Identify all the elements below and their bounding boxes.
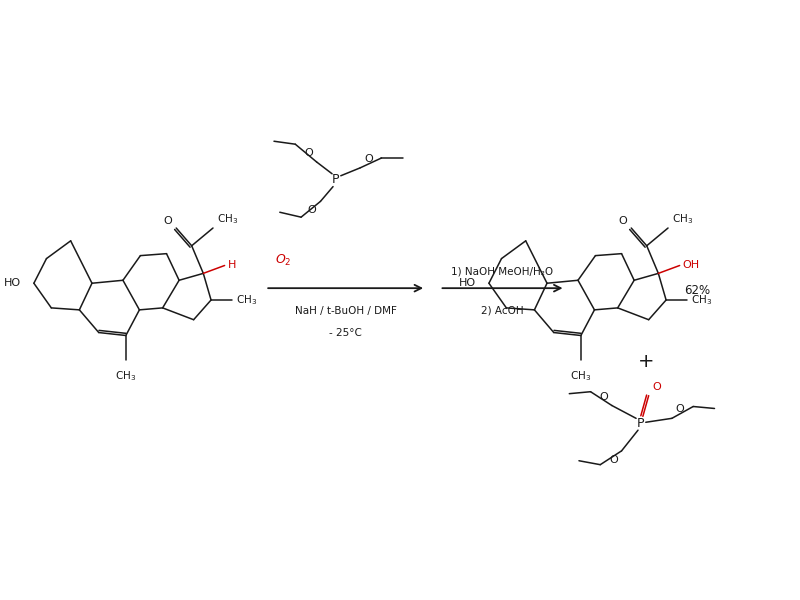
Text: O: O — [609, 455, 618, 465]
Text: CH$_3$: CH$_3$ — [115, 369, 137, 383]
Text: 62%: 62% — [685, 284, 710, 296]
Text: 2) AcOH: 2) AcOH — [481, 306, 524, 316]
Text: O: O — [364, 154, 373, 164]
Text: CH$_3$: CH$_3$ — [217, 212, 238, 226]
Text: O: O — [618, 216, 627, 226]
Text: $O_2$: $O_2$ — [275, 253, 291, 268]
Text: O: O — [676, 404, 685, 415]
Text: NaH / t-BuOH / DMF: NaH / t-BuOH / DMF — [294, 306, 397, 316]
Text: - 25°C: - 25°C — [329, 328, 362, 338]
Text: P: P — [332, 173, 340, 186]
Text: HO: HO — [4, 278, 22, 288]
Text: 1) NaOH MeOH/H₂O: 1) NaOH MeOH/H₂O — [451, 266, 554, 277]
Text: HO: HO — [459, 278, 476, 288]
Text: P: P — [637, 417, 645, 430]
Text: H: H — [227, 260, 236, 271]
Text: O: O — [304, 148, 313, 158]
Text: O: O — [163, 216, 172, 226]
Text: +: + — [638, 352, 654, 371]
Text: O: O — [653, 382, 662, 392]
Text: OH: OH — [682, 260, 700, 271]
Text: CH$_3$: CH$_3$ — [672, 212, 693, 226]
Text: CH$_3$: CH$_3$ — [570, 369, 591, 383]
Text: O: O — [308, 205, 317, 215]
Text: CH$_3$: CH$_3$ — [236, 293, 258, 307]
Text: O: O — [599, 392, 608, 401]
Text: CH$_3$: CH$_3$ — [691, 293, 713, 307]
